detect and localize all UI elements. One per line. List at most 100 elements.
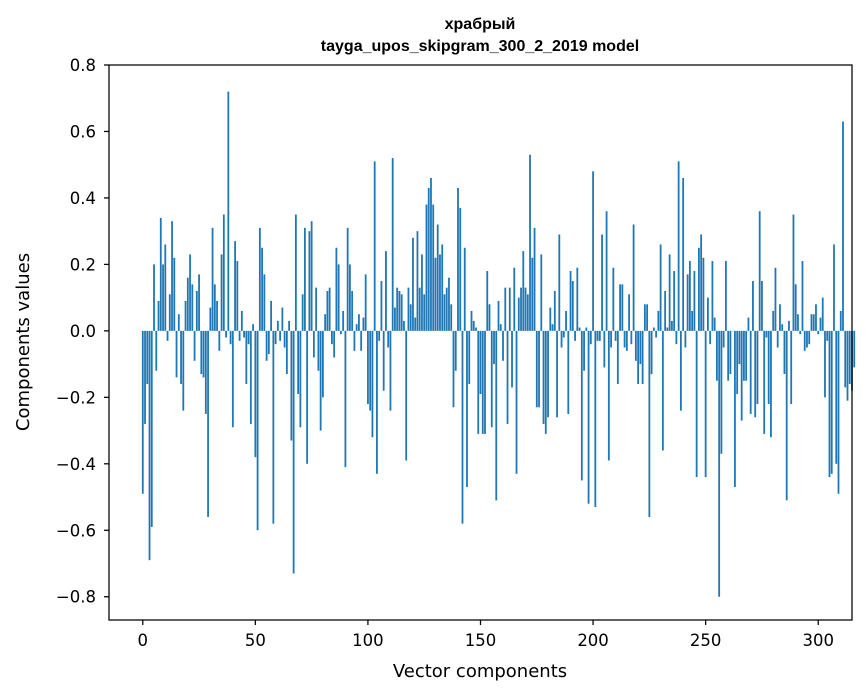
bar [716, 330, 718, 381]
bar [702, 257, 705, 331]
bar [819, 317, 822, 331]
bar [454, 330, 457, 371]
bar [648, 330, 651, 517]
bar [371, 330, 374, 438]
bar [583, 330, 585, 371]
bars-group [141, 91, 856, 597]
bar [315, 287, 318, 331]
bar [349, 264, 351, 331]
bar [628, 294, 631, 331]
bar [319, 330, 322, 431]
bar [195, 290, 198, 331]
bar [711, 261, 714, 331]
bar [396, 287, 399, 331]
bar [166, 330, 169, 341]
bar [734, 330, 736, 488]
x-axis-ticks: 0 50 100 150 200 250 300 [138, 620, 834, 650]
chart-title: храбрый [445, 16, 516, 33]
bar [567, 330, 570, 414]
y-tick-label: 0.2 [70, 255, 96, 274]
bar [412, 237, 414, 331]
bar [261, 247, 264, 331]
bar [508, 287, 511, 331]
bar [722, 330, 725, 348]
bar [585, 327, 588, 331]
bar [837, 330, 840, 494]
bar [353, 330, 356, 351]
bar [783, 330, 786, 375]
bar [326, 290, 329, 331]
bar [812, 314, 815, 331]
bar [605, 211, 608, 331]
bar [141, 330, 144, 494]
bar [245, 330, 248, 385]
bar [394, 307, 396, 331]
bar [276, 320, 279, 331]
bar [360, 330, 363, 351]
bar [779, 304, 781, 331]
bar [835, 330, 838, 464]
bar [639, 330, 642, 365]
bar [432, 204, 435, 331]
bar [547, 330, 549, 418]
bar [601, 234, 603, 331]
y-tick-label: −0.6 [56, 521, 96, 540]
bar [222, 214, 225, 331]
bar [182, 330, 185, 411]
bar [729, 330, 732, 375]
bar [409, 304, 412, 331]
bar [630, 330, 633, 345]
bar [830, 330, 833, 474]
bar [376, 330, 378, 474]
bar [391, 158, 394, 331]
bar [643, 304, 646, 331]
bar [614, 330, 617, 341]
bar [736, 330, 739, 395]
bar [817, 330, 820, 335]
bar [346, 227, 349, 331]
bar [344, 330, 347, 468]
bar [844, 330, 847, 388]
bar [704, 330, 707, 478]
bar [220, 254, 223, 331]
y-axis-label: Components values [13, 253, 34, 431]
bar [297, 330, 300, 395]
bar [524, 287, 527, 331]
bar [659, 244, 662, 331]
bar [288, 320, 291, 331]
bar [294, 214, 297, 331]
bar [490, 330, 493, 428]
bar [531, 257, 534, 331]
bar [504, 287, 507, 331]
bar [387, 330, 390, 348]
bar [549, 307, 552, 331]
bar [833, 244, 835, 331]
bar [425, 204, 428, 331]
bar [200, 330, 203, 375]
bar [616, 330, 619, 385]
bar [580, 330, 583, 481]
bar [162, 264, 164, 331]
bar [254, 330, 257, 458]
x-tick-label: 200 [577, 631, 609, 650]
bar [418, 287, 421, 331]
bar [481, 330, 484, 434]
bar [540, 254, 543, 331]
bar [193, 330, 196, 361]
bar [513, 267, 516, 331]
bar [610, 330, 612, 348]
bar [765, 330, 768, 338]
bar [270, 300, 273, 331]
bar [308, 231, 311, 331]
bar [650, 330, 653, 375]
bar [380, 281, 383, 331]
bar [691, 310, 694, 331]
bar [292, 330, 295, 574]
bar [186, 277, 189, 331]
bar [646, 304, 649, 331]
bar [637, 330, 640, 385]
bar [535, 330, 538, 408]
bar [578, 327, 581, 331]
chart-subtitle: tayga_upos_skipgram_300_2_2019 model [321, 38, 639, 55]
bar [529, 154, 531, 331]
